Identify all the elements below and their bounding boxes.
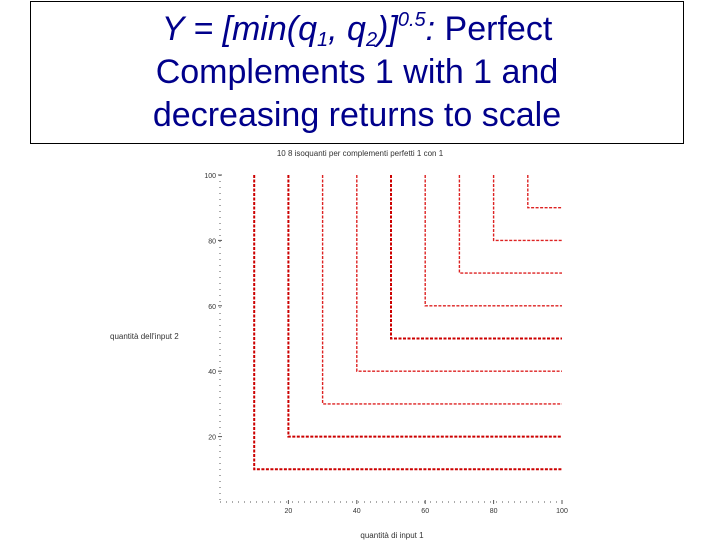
y-axis-label: quantità dell'input 2	[110, 332, 179, 341]
axes-layer: 20 40 60 80 100 20 40 60 80 100	[204, 173, 568, 515]
title-box: Y = [min(q1, q2)]0.5: Perfect Complement…	[30, 1, 684, 144]
title-eq-exp: 0.5	[397, 9, 426, 31]
title-rest: Perfect	[435, 10, 553, 48]
isoquant-line	[287, 175, 562, 438]
x-tick-label: 40	[353, 508, 361, 515]
y-tick-label: 100	[204, 173, 216, 180]
title-line-2: Complements 1 with 1 and	[155, 53, 559, 91]
x-tick-label: 60	[421, 508, 429, 515]
title-eq-sub1: 1	[317, 29, 329, 51]
isoquant-chart: 10 8 isoquanti per complementi perfetti …	[110, 149, 568, 540]
isoquant-line	[492, 175, 562, 242]
title-line-3: decreasing returns to scale	[152, 96, 562, 134]
y-tick-label: 60	[208, 304, 216, 311]
isoquant-lines	[253, 175, 562, 471]
title-line-1: Y = [min(q1, q2)]0.5: Perfect	[162, 8, 553, 51]
title-eq-colon: :	[425, 10, 436, 48]
chart-title: 10 8 isoquanti per complementi perfetti …	[277, 149, 444, 158]
chart-wrap: 10 8 isoquanti per complementi perfetti …	[100, 145, 580, 540]
isoquant-line	[527, 175, 562, 209]
title-eq-sub2: 2	[365, 29, 378, 51]
y-tick-label: 80	[208, 238, 216, 245]
isoquant-line	[321, 175, 562, 405]
isoquant-line	[253, 175, 562, 471]
x-tick-label: 100	[556, 508, 568, 515]
y-tick-label: 40	[208, 369, 216, 376]
x-tick-label: 20	[285, 508, 293, 515]
isoquant-line	[458, 175, 562, 274]
isoquant-line	[424, 175, 562, 307]
x-tick-label: 80	[490, 508, 498, 515]
x-axis-label: quantità di input 1	[360, 531, 424, 540]
isoquant-line	[390, 175, 562, 340]
title-eq-close: )]	[377, 10, 398, 48]
y-tick-label: 20	[208, 435, 216, 442]
title-eq-y: Y = [min(q	[161, 10, 317, 48]
isoquant-line	[356, 175, 562, 372]
title-eq-mid: , q	[328, 10, 366, 48]
